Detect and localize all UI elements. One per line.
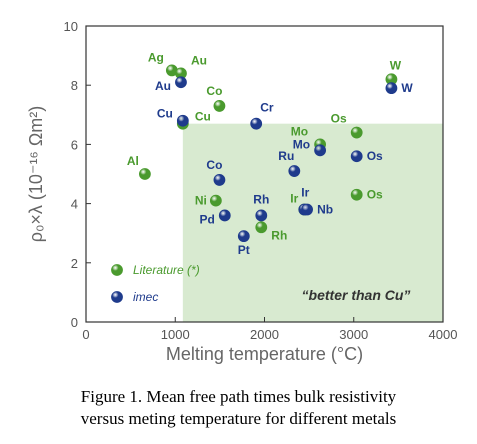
imec-point-au bbox=[175, 76, 187, 89]
imec-point-os bbox=[350, 150, 363, 163]
imec-point-ru bbox=[288, 165, 301, 177]
imec-point-mo bbox=[314, 144, 327, 157]
point-label: Nb bbox=[317, 203, 333, 217]
literature-point-co bbox=[213, 100, 226, 112]
point-label: Cu bbox=[157, 107, 173, 121]
y-tick-label: 2 bbox=[71, 256, 78, 271]
legend-entry: imec bbox=[133, 290, 158, 304]
x-tick-label: 2000 bbox=[250, 327, 279, 342]
point-label: W bbox=[401, 81, 413, 95]
point-label: Cu bbox=[195, 110, 211, 124]
y-tick-label: 0 bbox=[71, 315, 78, 330]
point-label: Os bbox=[331, 112, 347, 126]
point-label: Mo bbox=[293, 137, 310, 151]
literature-point-os bbox=[350, 126, 363, 139]
region-label: “better than Cu” bbox=[302, 287, 411, 303]
better-than-cu-region bbox=[182, 123, 443, 323]
legend-marker bbox=[111, 291, 123, 303]
y-tick-label: 8 bbox=[71, 78, 78, 93]
point-label: Ag bbox=[148, 50, 164, 64]
literature-point-os bbox=[350, 188, 363, 201]
point-label: Pd bbox=[199, 212, 214, 226]
x-tick-label: 0 bbox=[82, 327, 89, 342]
point-label: Co bbox=[206, 84, 222, 98]
caption-line-2: versus meting temperature for different … bbox=[80, 409, 397, 428]
y-axis-title: ρ₀×λ (10⁻¹⁶ Ωm²) bbox=[26, 106, 46, 243]
y-tick-label: 4 bbox=[71, 197, 78, 212]
point-label: Au bbox=[191, 53, 207, 67]
imec-point-w bbox=[385, 82, 398, 95]
imec-point-cr bbox=[250, 117, 263, 130]
point-label: Co bbox=[206, 158, 222, 172]
caption-line-1: Figure 1. Mean free path times bulk resi… bbox=[80, 387, 397, 406]
point-label: Rh bbox=[271, 228, 287, 242]
y-tick-label: 6 bbox=[71, 137, 78, 152]
figure-caption: Figure 1. Mean free path times bulk resi… bbox=[0, 386, 477, 430]
y-tick-label: 10 bbox=[64, 19, 78, 34]
literature-point-rh bbox=[255, 221, 268, 234]
imec-point-pt bbox=[237, 230, 250, 243]
axes bbox=[85, 25, 444, 323]
chart: 0 1000 2000 3000 4000 0 2 4 6 8 10 “better than Cu… bbox=[26, 19, 458, 364]
imec-point-rh bbox=[255, 209, 268, 222]
point-label: Ni bbox=[195, 194, 207, 208]
point-label: Au bbox=[155, 79, 171, 93]
point-label: Ir bbox=[290, 192, 298, 206]
point-label: Ir bbox=[301, 186, 309, 200]
literature-point-ni bbox=[209, 194, 222, 207]
imec-point-nb bbox=[301, 203, 313, 216]
point-label: Pt bbox=[238, 243, 250, 257]
tick-labels: 0 1000 2000 3000 4000 0 2 4 6 8 10 bbox=[64, 19, 458, 342]
literature-point-al bbox=[139, 168, 151, 180]
legend-marker bbox=[111, 264, 123, 276]
point-label: Os bbox=[367, 188, 383, 202]
imec-point-co bbox=[213, 174, 226, 186]
point-label: W bbox=[390, 58, 402, 72]
x-tick-label: 1000 bbox=[161, 327, 190, 342]
point-label: Os bbox=[367, 149, 383, 163]
legend: Literature (*) imec bbox=[111, 263, 200, 304]
x-axis-title: Melting temperature (°C) bbox=[166, 344, 363, 364]
point-label: Rh bbox=[253, 192, 269, 206]
x-tick-label: 4000 bbox=[429, 327, 458, 342]
point-label: Mo bbox=[291, 124, 308, 138]
legend-entry: Literature (*) bbox=[133, 263, 200, 277]
point-label: Al bbox=[127, 154, 139, 168]
imec-point-pd bbox=[218, 209, 231, 222]
imec-point-cu bbox=[176, 114, 189, 127]
point-label: Ru bbox=[278, 149, 294, 163]
point-label: Cr bbox=[260, 101, 274, 115]
x-tick-label: 3000 bbox=[339, 327, 368, 342]
